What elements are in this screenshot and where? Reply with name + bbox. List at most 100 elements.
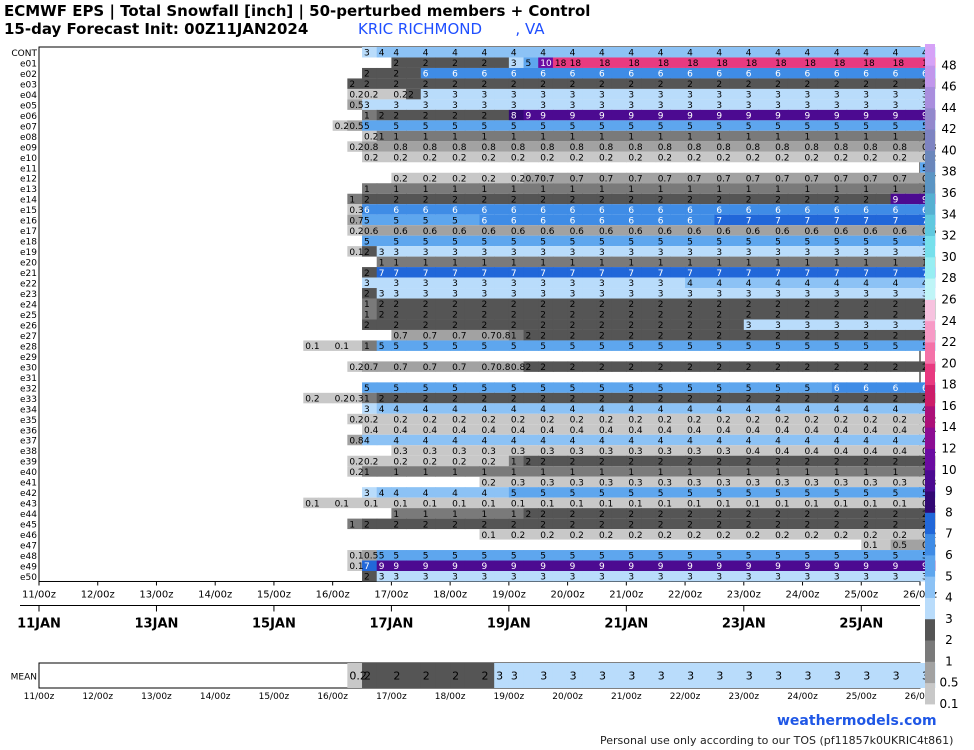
heatmap-cell [464,487,481,498]
heatmap-cell [464,571,481,582]
heatmap-cell [523,78,539,89]
cell-value: 1 [452,468,458,478]
heatmap-cell [685,424,701,435]
cell-value: 3 [834,248,840,258]
heatmap-cell [802,392,818,404]
heatmap-cell [508,256,525,268]
heatmap-cell [582,518,598,530]
heatmap-cell [875,204,892,215]
heatmap-cell [435,109,451,121]
heatmap-cell [743,518,760,530]
heatmap-cell [714,88,730,100]
heatmap-cell [450,151,466,163]
heatmap-cell [479,256,495,268]
heatmap-cell [552,413,569,425]
heatmap-cell [787,413,804,425]
heatmap-cell [611,288,627,299]
cell-value: 3 [746,101,752,111]
cell-value: 4 [893,436,899,446]
heatmap-cell [420,151,437,163]
cell-value: 0.2 [775,153,789,163]
cell-value: 4 [482,405,488,415]
heatmap-cell [641,141,657,152]
heatmap-cell [420,57,437,68]
heatmap-cell [670,67,686,79]
heatmap-cell [508,309,525,320]
cell-value: 7 [805,216,811,226]
heatmap-cell [802,120,818,131]
cell-value: 4 [511,436,517,446]
cell-value: 6 [570,206,576,216]
heatmap-cell [391,329,407,341]
heatmap-cell [552,329,569,341]
heatmap-cell [332,120,348,131]
cell-value: 2 [628,300,634,310]
cell-value: 5 [423,122,429,132]
cell-value: 2 [805,520,811,530]
cell-value: 2 [746,363,752,373]
date-label: 21JAN [604,616,648,631]
cell-value: 3 [628,290,634,300]
heatmap-cell [567,288,583,299]
heatmap-cell [861,539,877,551]
cell-value: 2 [393,311,399,321]
heatmap-cell [905,57,921,68]
heatmap-cell [758,88,774,100]
heatmap-cell [611,487,627,498]
heatmap-cell [787,183,804,194]
cell-value: 2 [379,311,385,321]
heatmap-cell [464,235,481,247]
cell-value: 2 [805,363,811,373]
cell-value: 2 [863,311,869,321]
heatmap-cell [670,130,686,142]
heatmap-cell [641,445,657,456]
mean-value: 3 [746,670,753,683]
heatmap-cell [699,340,716,351]
cell-value: 0.2 [599,415,613,425]
heatmap-cell [890,151,906,163]
heatmap-cell [831,256,848,268]
cell-value: 0.2 [393,457,407,467]
heatmap-cell [508,288,525,299]
heatmap-cell [479,487,495,498]
cell-value: 9 [540,562,546,572]
cell-value: 5 [511,122,517,132]
heatmap-cell [846,183,862,194]
heatmap-cell [596,424,613,435]
heatmap-cell [611,413,627,425]
cell-value: 0.2 [775,531,789,541]
cell-value: 4 [863,279,869,289]
cell-value: 3 [599,573,605,583]
cell-value: 7 [452,269,458,279]
heatmap-cell [758,550,774,561]
cell-value: 2 [452,80,458,90]
heatmap-cell [376,571,392,582]
cell-value: 2 [716,80,722,90]
brand-link[interactable]: weathermodels.com [777,713,937,729]
heatmap-cell [743,256,760,268]
cell-value: 6 [658,206,664,216]
heatmap-cell [743,267,760,278]
heatmap-cell [494,256,510,268]
heatmap-cell [758,329,774,341]
cell-value: 5 [452,122,458,132]
cell-value: 0.7 [775,174,789,184]
heatmap-cell [552,88,569,100]
cell-value: 2 [746,520,752,530]
cell-value: 3 [834,573,840,583]
cell-value: 2 [658,321,664,331]
heatmap-cell [699,246,716,257]
heatmap-cell [758,340,774,351]
mean-value: 3 [716,670,723,683]
cell-value: 3 [716,573,722,583]
heatmap-cell [685,340,701,351]
heatmap-cell [596,319,613,330]
member-label-e45: e45 [20,521,37,531]
cell-value: 3 [379,290,385,300]
cell-value: 4 [423,405,429,415]
heatmap-cell [729,109,745,121]
cell-value: 2 [716,332,722,342]
heatmap-cell [905,88,921,100]
heatmap-cell [420,235,437,247]
member-label-e36: e36 [20,426,37,436]
